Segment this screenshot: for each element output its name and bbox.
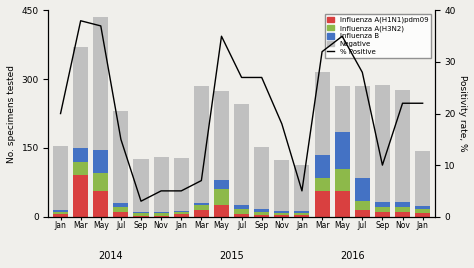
- Bar: [194, 210, 209, 217]
- Bar: [214, 205, 229, 217]
- Bar: [53, 214, 68, 217]
- Bar: [93, 150, 109, 173]
- Bar: [53, 210, 68, 212]
- Bar: [194, 203, 209, 205]
- Text: 2015: 2015: [219, 251, 244, 261]
- Bar: [134, 216, 148, 217]
- Bar: [315, 72, 329, 155]
- Y-axis label: No. specimens tested: No. specimens tested: [7, 65, 16, 163]
- Bar: [335, 132, 350, 169]
- Y-axis label: Positivity rate, %: Positivity rate, %: [458, 75, 467, 152]
- Bar: [93, 17, 109, 150]
- Bar: [294, 215, 310, 217]
- Bar: [294, 213, 310, 215]
- Bar: [113, 212, 128, 217]
- Bar: [173, 212, 189, 214]
- Bar: [154, 157, 169, 212]
- Bar: [173, 211, 189, 212]
- Bar: [355, 210, 370, 217]
- Bar: [154, 212, 169, 213]
- Bar: [395, 90, 410, 202]
- Bar: [93, 173, 109, 191]
- Legend: Influenza A(H1N1)pdm09, Influenza A(H3N2), Influenza B, Negative, % Positive: Influenza A(H1N1)pdm09, Influenza A(H3N2…: [325, 14, 431, 58]
- Bar: [214, 91, 229, 180]
- Bar: [234, 209, 249, 214]
- Bar: [73, 162, 88, 176]
- Bar: [395, 207, 410, 212]
- Bar: [315, 155, 329, 178]
- Bar: [53, 212, 68, 214]
- Bar: [274, 160, 289, 211]
- Bar: [395, 202, 410, 207]
- Bar: [355, 201, 370, 210]
- Bar: [315, 178, 329, 191]
- Bar: [375, 207, 390, 212]
- Bar: [234, 205, 249, 209]
- Bar: [274, 211, 289, 213]
- Bar: [134, 212, 148, 213]
- Bar: [234, 105, 249, 205]
- Bar: [173, 158, 189, 211]
- Bar: [53, 146, 68, 210]
- Bar: [214, 180, 229, 189]
- Bar: [274, 213, 289, 215]
- Bar: [234, 214, 249, 217]
- Bar: [154, 216, 169, 217]
- Bar: [274, 215, 289, 217]
- Bar: [113, 203, 128, 207]
- Bar: [294, 165, 310, 211]
- Text: 2014: 2014: [99, 251, 123, 261]
- Bar: [134, 159, 148, 212]
- Bar: [134, 213, 148, 216]
- Bar: [194, 86, 209, 203]
- Bar: [254, 209, 269, 212]
- Bar: [93, 191, 109, 217]
- Bar: [415, 213, 430, 217]
- Bar: [335, 169, 350, 191]
- Bar: [214, 189, 229, 205]
- Bar: [375, 212, 390, 217]
- Bar: [254, 147, 269, 209]
- Bar: [415, 209, 430, 213]
- Bar: [415, 151, 430, 206]
- Bar: [294, 211, 310, 213]
- Bar: [254, 215, 269, 217]
- Text: 2016: 2016: [340, 251, 365, 261]
- Bar: [335, 86, 350, 132]
- Bar: [375, 202, 390, 207]
- Bar: [355, 178, 370, 201]
- Bar: [113, 111, 128, 203]
- Bar: [154, 213, 169, 216]
- Bar: [73, 176, 88, 217]
- Bar: [415, 206, 430, 209]
- Bar: [375, 85, 390, 202]
- Bar: [335, 191, 350, 217]
- Bar: [315, 191, 329, 217]
- Bar: [194, 205, 209, 210]
- Bar: [173, 214, 189, 217]
- Bar: [254, 212, 269, 215]
- Bar: [395, 212, 410, 217]
- Bar: [113, 207, 128, 212]
- Bar: [355, 86, 370, 178]
- Bar: [73, 148, 88, 162]
- Bar: [73, 47, 88, 148]
